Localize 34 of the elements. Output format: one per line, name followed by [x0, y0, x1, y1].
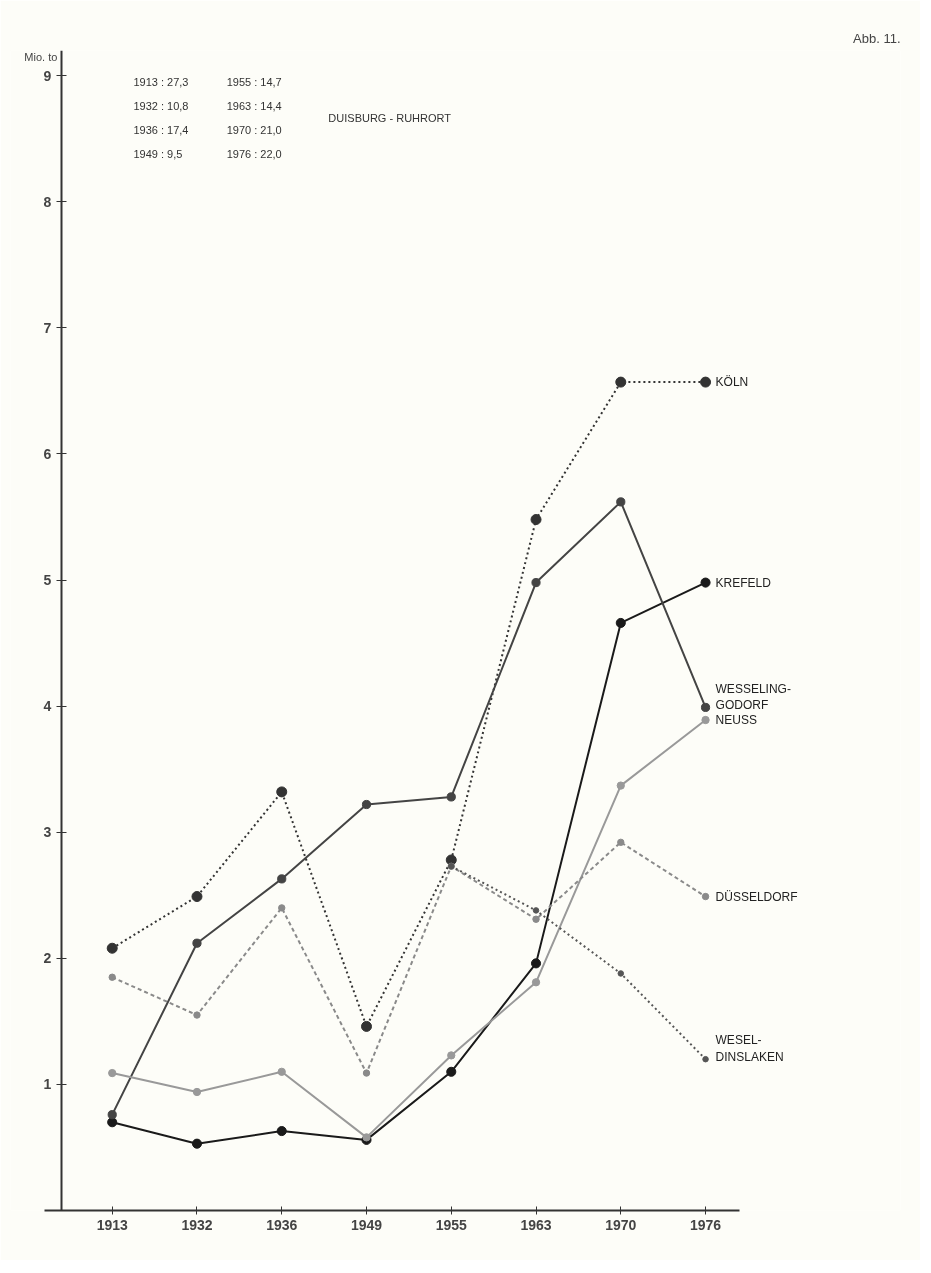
x-tick-label: 1955 [435, 1216, 468, 1233]
series-label: NEUSS [715, 713, 757, 728]
annotation: 1936 : 17,4 [133, 123, 189, 136]
series-label: WESSELING-GODORF [715, 681, 791, 713]
annotation: DUISBURG - RUHRORT [328, 111, 452, 124]
y-tick-label: 8 [43, 193, 52, 210]
series-label: KREFELD [715, 575, 772, 590]
x-tick-label: 1970 [605, 1216, 637, 1233]
annotation: 1932 : 10,8 [133, 99, 189, 112]
y-tick-label: 7 [43, 319, 52, 336]
y-tick-label: 6 [43, 445, 52, 462]
series-label: WESEL-DINSLAKEN [715, 1033, 784, 1065]
annotation: 1963 : 14,4 [226, 99, 282, 112]
text: Abb. 11. [853, 30, 901, 46]
x-tick-label: 1913 [96, 1216, 128, 1233]
series-label: DÜSSELDORF [715, 889, 798, 904]
y-axis-title: Mio. to [24, 50, 58, 63]
annotation: 1913 : 27,3 [133, 76, 189, 89]
series-label: KÖLN [715, 375, 749, 390]
y-tick-label: 4 [43, 698, 52, 715]
y-tick-label: 5 [43, 572, 52, 589]
x-tick-label: 1932 [181, 1216, 213, 1233]
y-tick-label: 3 [43, 824, 52, 841]
annotation: 1976 : 22,0 [226, 147, 282, 160]
x-tick-label: 1963 [520, 1216, 552, 1233]
annotation: 1955 : 14,7 [226, 76, 282, 89]
annotation: 1970 : 21,0 [226, 123, 282, 136]
x-tick-label: 1976 [689, 1216, 722, 1233]
y-tick-label: 1 [43, 1076, 52, 1093]
x-tick-label: 1949 [350, 1216, 383, 1233]
y-tick-label: 9 [43, 67, 52, 84]
annotation: 1949 : 9,5 [133, 147, 183, 160]
x-tick-label: 1936 [266, 1216, 298, 1233]
y-tick-label: 2 [43, 950, 52, 967]
